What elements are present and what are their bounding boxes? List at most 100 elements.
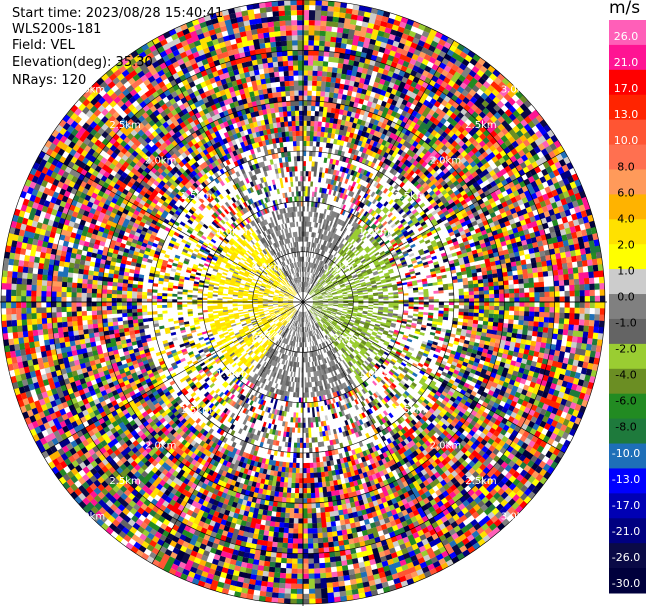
gate-cluster	[493, 285, 499, 291]
gate-cluster	[588, 240, 595, 249]
gate-cluster	[454, 108, 506, 158]
gate-cluster	[467, 250, 489, 261]
gate-cluster	[331, 95, 434, 256]
gate-cluster	[532, 178, 554, 194]
gate-cluster	[308, 91, 358, 278]
gate-cluster	[315, 96, 322, 102]
gate-cluster	[471, 130, 498, 155]
gate-cluster	[513, 310, 560, 320]
gate-cluster	[461, 101, 513, 152]
gate-cluster	[331, 277, 336, 282]
gate-cluster	[317, 238, 575, 299]
gate-cluster	[417, 286, 424, 291]
gate-cluster	[587, 331, 594, 340]
gate-cluster	[418, 283, 525, 296]
gate-cluster	[377, 59, 394, 91]
gate-cluster	[432, 171, 440, 179]
gate-cluster	[598, 276, 605, 285]
gate-cluster	[470, 352, 506, 369]
gate-cluster	[360, 253, 398, 274]
gate-cluster	[503, 314, 540, 323]
gate-cluster	[558, 220, 575, 232]
gate-cluster	[320, 200, 474, 292]
gate-cluster	[336, 312, 385, 331]
gate-cluster	[401, 76, 421, 107]
gate-cluster	[479, 183, 523, 210]
gate-cluster	[478, 305, 485, 311]
gate-cluster	[440, 69, 494, 132]
gate-cluster	[364, 6, 374, 14]
gate-cluster	[464, 225, 524, 250]
gate-cluster	[451, 158, 514, 203]
gate-cluster	[326, 311, 369, 330]
gate-cluster	[457, 100, 506, 148]
gate-cluster	[538, 384, 574, 404]
gate-cluster	[447, 88, 493, 139]
gate-cluster	[576, 230, 583, 239]
gate-cluster	[396, 243, 581, 285]
gate-cluster	[403, 304, 409, 307]
gate-cluster	[317, 95, 529, 289]
gate-cluster	[371, 163, 416, 217]
gate-cluster	[396, 51, 415, 82]
gate-cluster	[374, 81, 407, 143]
gate-cluster	[464, 115, 499, 148]
gate-cluster	[587, 234, 594, 243]
gate-cluster	[409, 35, 429, 66]
gate-cluster	[404, 56, 458, 137]
gate-cluster	[309, 84, 489, 295]
gate-cluster	[309, 105, 372, 284]
gate-cluster	[496, 209, 513, 221]
gate-cluster	[494, 302, 500, 307]
gate-cluster	[503, 402, 556, 434]
gate-cluster	[331, 102, 338, 109]
gate-cluster	[328, 302, 595, 310]
gate-cluster	[363, 217, 369, 224]
gate-cluster	[365, 219, 371, 225]
gate-cluster	[457, 179, 509, 213]
gate-cluster	[350, 202, 355, 209]
gate-cluster	[313, 298, 389, 302]
gate-cluster	[380, 53, 391, 65]
gate-cluster	[330, 36, 338, 43]
gate-cluster	[529, 297, 535, 303]
gate-cluster	[456, 143, 483, 168]
gate-cluster	[477, 259, 593, 281]
gate-cluster	[468, 305, 475, 310]
gate-cluster	[381, 79, 403, 119]
gate-cluster	[312, 258, 460, 300]
gate-cluster	[503, 344, 520, 354]
gate-cluster	[313, 288, 429, 302]
gate-cluster	[437, 136, 536, 208]
gate-cluster	[589, 314, 595, 322]
gate-cluster	[321, 144, 432, 279]
gate-cluster	[596, 257, 603, 266]
gate-cluster	[433, 73, 475, 127]
gate-cluster	[417, 103, 428, 116]
gate-cluster	[484, 233, 516, 248]
gate-cluster	[519, 176, 559, 201]
gate-cluster	[337, 275, 463, 297]
gate-cluster	[504, 125, 521, 141]
gate-cluster	[430, 163, 558, 235]
gate-cluster	[478, 194, 523, 220]
gate-cluster	[452, 229, 488, 247]
gate-cluster	[448, 217, 460, 226]
gate-cluster	[546, 260, 553, 267]
gate-cluster	[497, 216, 510, 225]
gate-cluster	[484, 123, 533, 163]
gate-cluster	[319, 30, 327, 37]
gate-cluster	[327, 273, 332, 278]
gate-cluster	[558, 351, 566, 359]
gate-cluster	[309, 108, 461, 295]
gate-cluster	[598, 326, 604, 335]
gate-cluster	[504, 306, 510, 312]
gate-cluster	[574, 307, 580, 315]
gate-cluster	[393, 183, 400, 190]
gate-cluster	[460, 212, 519, 240]
gate-cluster	[537, 240, 544, 248]
gate-cluster	[420, 115, 506, 195]
gate-cluster	[433, 234, 440, 241]
gate-cluster	[346, 140, 364, 180]
gate-cluster	[373, 128, 389, 154]
